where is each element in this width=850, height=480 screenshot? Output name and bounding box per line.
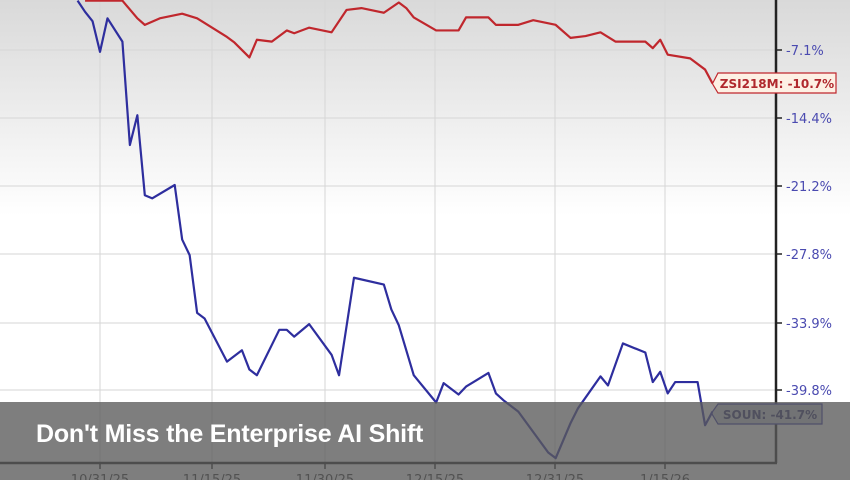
series-line-soun [76, 0, 714, 460]
y-tick-label: -33.9% [786, 317, 832, 332]
y-tick-label: -27.8% [786, 248, 832, 263]
y-tick-label: -21.2% [786, 180, 832, 195]
y-tick-label: -14.4% [786, 112, 832, 127]
y-tick-labels: -7.1% -14.4% -21.2% -27.8% -33.9% -39.8% [776, 44, 832, 399]
y-tick-label: -7.1% [786, 44, 824, 59]
label-text: ZSI218M: -10.7% [720, 77, 834, 91]
y-tick-label: -39.8% [786, 384, 832, 399]
gridlines [0, 0, 776, 463]
series-lines [76, 0, 714, 460]
label-box [711, 72, 837, 94]
headline-text: Don't Miss the Enterprise AI Shift [36, 420, 424, 448]
headline-banner: Don't Miss the Enterprise AI Shift [0, 402, 850, 480]
series-label-zsi218m: ZSI218M: -10.7% [711, 72, 837, 94]
series-line-zsi218m [85, 0, 714, 85]
